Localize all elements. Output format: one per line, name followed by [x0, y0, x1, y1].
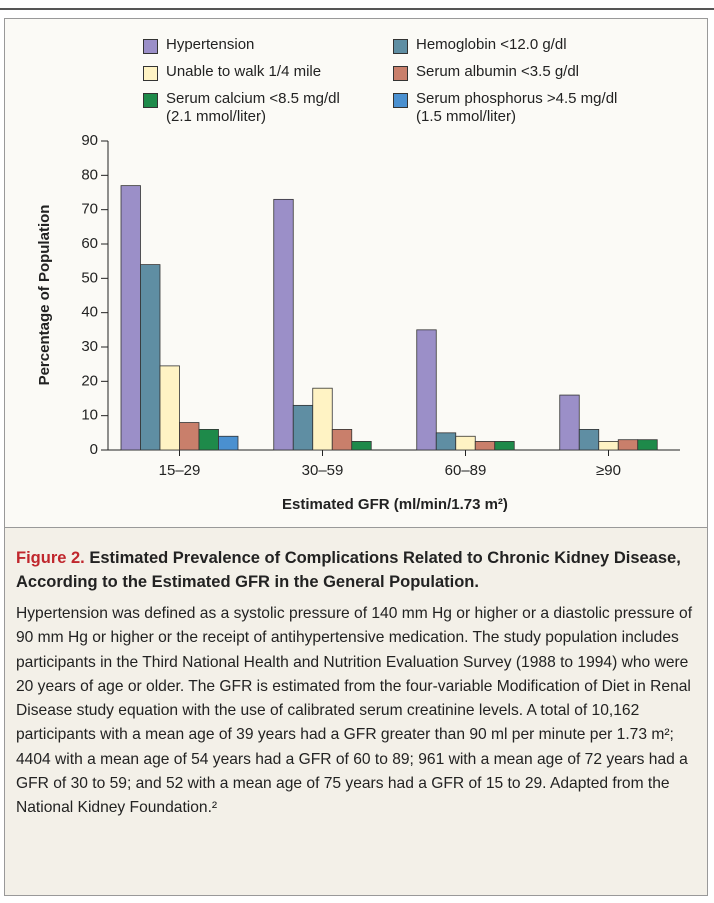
y-tick-label: 10 — [81, 407, 98, 424]
x-tick-label: ≥90 — [596, 462, 621, 479]
y-tick-label: 70 — [81, 201, 98, 218]
bar — [159, 365, 180, 451]
legend-item: Hypertension — [143, 36, 254, 54]
bar — [331, 428, 353, 451]
bar — [179, 422, 200, 451]
bar — [351, 441, 372, 451]
legend-label: Serum calcium <8.5 mg/dl (2.1 mmol/liter… — [166, 90, 340, 125]
legend-item: Serum phosphorus >4.5 mg/dl (1.5 mmol/li… — [393, 90, 617, 126]
legend-label: Unable to walk 1/4 mile — [166, 63, 322, 80]
legend-item: Hemoglobin <12.0 g/dl — [393, 36, 567, 54]
y-tick-label: 30 — [81, 338, 98, 355]
bar — [494, 441, 515, 451]
x-tick-label: 15–29 — [159, 462, 201, 479]
x-tick-label: 30–59 — [302, 462, 344, 479]
chart: Estimated GFR (ml/min/1.73 m²) Percentag… — [36, 132, 680, 513]
legend-label: Serum phosphorus >4.5 mg/dl (1.5 mmol/li… — [416, 90, 618, 125]
legend-swatch — [143, 93, 158, 108]
bar — [637, 439, 658, 451]
y-axis-label: Percentage of Population — [36, 205, 53, 386]
legend-swatch — [393, 93, 408, 108]
legend-swatch — [143, 66, 158, 81]
y-tick-label: 80 — [81, 166, 98, 183]
y-tick-label: 20 — [81, 372, 98, 389]
bar — [578, 428, 600, 451]
bar — [218, 435, 239, 451]
y-tick-label: 0 — [90, 441, 98, 458]
bar — [617, 439, 639, 451]
bar — [598, 441, 619, 451]
x-tick-label: 60–89 — [445, 462, 487, 479]
figure-title: Estimated Prevalence of Complications Re… — [16, 549, 681, 591]
bar — [559, 394, 580, 451]
legend-swatch — [393, 39, 408, 54]
bar — [435, 432, 457, 451]
legend-label: Hypertension — [166, 36, 255, 53]
caption: Figure 2. Estimated Prevalence of Compli… — [16, 546, 700, 821]
caption-heading: Figure 2. Estimated Prevalence of Compli… — [16, 546, 700, 594]
bar — [273, 198, 294, 451]
legend-item: Unable to walk 1/4 mile — [143, 63, 321, 81]
y-tick-label: 60 — [81, 235, 98, 252]
top-rule — [0, 8, 714, 10]
bar — [198, 428, 219, 451]
y-tick-label: 90 — [81, 132, 98, 149]
legend-label: Hemoglobin <12.0 g/dl — [416, 36, 567, 53]
caption-text: Hypertension was defined as a systolic p… — [16, 605, 693, 817]
bar — [312, 387, 333, 451]
bar — [416, 329, 437, 451]
bar — [292, 404, 314, 451]
y-tick-label: 50 — [81, 269, 98, 286]
bar — [474, 441, 496, 451]
x-axis-label: Estimated GFR (ml/min/1.73 m²) — [282, 496, 508, 513]
legend-item: Serum calcium <8.5 mg/dl (2.1 mmol/liter… — [143, 90, 340, 126]
figure-label: Figure 2. — [16, 549, 85, 567]
y-tick-label: 40 — [81, 304, 98, 321]
legend-swatch — [393, 66, 408, 81]
bar — [140, 264, 161, 451]
legend-swatch — [143, 39, 158, 54]
bar — [455, 435, 476, 451]
bar — [120, 185, 141, 451]
legend-label: Serum albumin <3.5 g/dl — [416, 63, 580, 80]
legend-item: Serum albumin <3.5 g/dl — [393, 63, 579, 81]
